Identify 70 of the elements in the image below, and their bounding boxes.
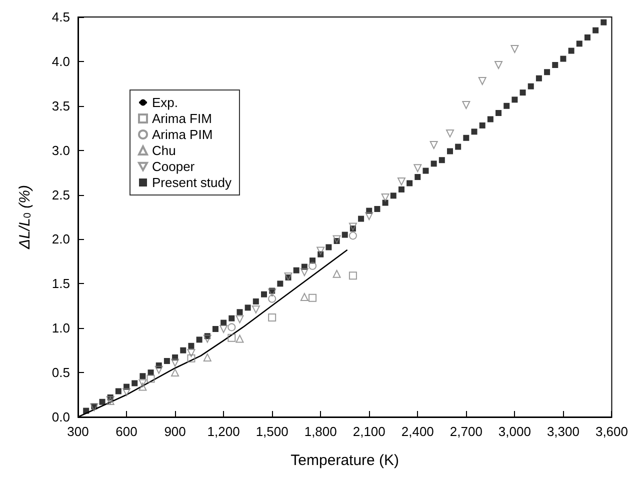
y-tick-label: 3.0 <box>52 142 70 158</box>
legend-label: Present study <box>152 175 232 190</box>
point <box>252 305 260 314</box>
y-tick-label: 0.0 <box>52 410 70 424</box>
x-tick-label: 900 <box>164 424 186 439</box>
point <box>146 374 155 383</box>
point <box>268 294 276 303</box>
point <box>203 334 212 343</box>
point <box>348 222 357 231</box>
y-tick-label: 0.5 <box>52 365 70 380</box>
x-tick-label: 300 <box>67 424 89 439</box>
x-tick-label: 600 <box>116 424 138 439</box>
point <box>348 272 357 280</box>
point <box>122 388 131 396</box>
legend-label: Arima PIM <box>152 127 213 142</box>
point <box>203 353 212 362</box>
point <box>430 141 438 149</box>
legend-label: Chu <box>152 143 176 158</box>
point <box>154 366 163 374</box>
point <box>462 101 470 109</box>
point <box>268 288 276 297</box>
y-axis-title: ΔL/L0 (%) <box>16 185 34 250</box>
x-tick-label: 2,700 <box>450 424 482 439</box>
x-tick-label: 1,500 <box>256 424 288 439</box>
point <box>187 354 196 362</box>
point <box>478 77 486 85</box>
x-tick-label: 1,200 <box>207 424 240 439</box>
point <box>171 368 180 377</box>
point <box>138 382 147 391</box>
x-tick-label: 2,100 <box>352 424 386 439</box>
point <box>138 379 147 388</box>
point <box>236 334 244 343</box>
y-tick-label: 4.0 <box>52 54 70 69</box>
point <box>228 323 236 332</box>
point <box>236 315 244 324</box>
x-tick-label: 3,000 <box>498 424 531 439</box>
y-tick-label: 1.0 <box>52 320 70 336</box>
y-tick-label: 2.0 <box>52 232 70 247</box>
x-tick-label: 2,400 <box>401 424 434 439</box>
point <box>316 246 325 255</box>
y-tick-label: 1.5 <box>52 276 70 292</box>
point <box>228 334 236 342</box>
point <box>308 294 317 302</box>
legend-label: Cooper <box>152 159 196 174</box>
x-tick-label: 3,600 <box>595 424 628 439</box>
point <box>171 358 180 367</box>
point <box>414 164 422 172</box>
point <box>365 212 374 220</box>
y-tick-label: 2.5 <box>52 187 70 202</box>
y-tick-label: 4.5 <box>52 10 70 24</box>
point <box>397 177 406 186</box>
point <box>300 293 308 301</box>
point <box>348 232 357 240</box>
legend-label: Arima FIM <box>152 111 212 126</box>
point <box>300 268 308 276</box>
point <box>268 313 276 322</box>
point <box>220 325 228 333</box>
x-tick-label: 3,300 <box>546 424 580 439</box>
point <box>332 235 341 244</box>
point <box>187 349 196 357</box>
x-axis-title: Temperature (K) <box>290 452 400 469</box>
point <box>381 193 390 202</box>
y-tick-label: 3.5 <box>52 98 70 114</box>
point <box>510 45 519 53</box>
x-tick-label: 1,800 <box>304 424 337 439</box>
point <box>332 270 341 278</box>
legend-label: Exp. <box>152 95 178 110</box>
point <box>308 262 317 270</box>
point <box>446 129 454 138</box>
point <box>494 61 503 69</box>
